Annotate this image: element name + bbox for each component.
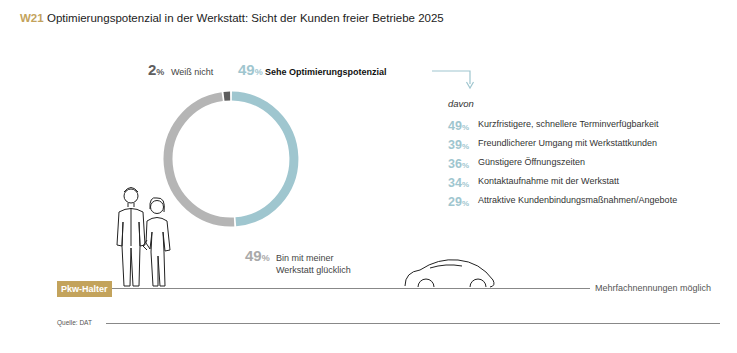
- value-unit: %: [462, 142, 469, 151]
- breakdown-item: Freundlicherer Umgang mit Werkstattkunde…: [478, 138, 657, 148]
- value-unit: %: [462, 161, 469, 170]
- value-label: 36%: [448, 155, 469, 171]
- figure-hair: [150, 198, 164, 212]
- value-number: 34: [448, 176, 462, 190]
- donut-segment: [168, 97, 234, 222]
- car-illustration: [405, 260, 494, 287]
- chart-canvas: [0, 0, 737, 353]
- value-number: 49: [245, 247, 262, 264]
- figure-head: [124, 189, 138, 203]
- value-unit: %: [262, 253, 270, 263]
- value-unit: %: [462, 123, 469, 132]
- arrow-head: [467, 82, 474, 88]
- value-number: 39: [448, 138, 462, 152]
- car-body: [405, 260, 494, 287]
- donut: [168, 96, 294, 222]
- figure-head: [151, 201, 164, 214]
- value-label: 39%: [448, 136, 469, 152]
- breakdown-item: Attraktive Kundenbindungsmaßnahmen/Angeb…: [478, 195, 677, 205]
- figure-legs: [151, 232, 165, 286]
- figure-body: [146, 218, 170, 252]
- donut-segment: [224, 92, 230, 101]
- figure-hair: [124, 188, 138, 193]
- value-label: 49%: [238, 62, 263, 78]
- value-number: 2: [148, 61, 156, 78]
- category-label: Weiß nicht: [171, 66, 213, 78]
- group-label: Pkw-Halter: [57, 281, 112, 297]
- donut-segment: [232, 96, 294, 222]
- connector: [432, 71, 470, 84]
- title: Optimierungspotenzial in der Werkstatt: …: [47, 12, 444, 24]
- value-label: 34%: [448, 174, 469, 190]
- car-wheel: [470, 279, 486, 287]
- value-label: 29%: [448, 193, 469, 209]
- figure-shirt: [131, 208, 132, 246]
- figure-label: W21: [20, 12, 44, 24]
- value-number: 49: [448, 119, 462, 133]
- value-number: 49: [238, 61, 255, 78]
- category-label: Bin mit meiner Werkstatt glücklich: [276, 252, 371, 276]
- category-label: Sehe Optimierungspotenzial: [265, 66, 387, 78]
- value-number: 36: [448, 157, 462, 171]
- figure-neck: [128, 203, 134, 207]
- note: Mehrfachnennungen möglich: [595, 283, 711, 293]
- car-wheel: [418, 279, 434, 287]
- value-number: 29: [448, 195, 462, 209]
- subtitle: davon: [448, 98, 474, 109]
- value-label: 49%: [245, 248, 270, 264]
- value-unit: %: [255, 67, 263, 77]
- breakdown-item: Günstigere Öffnungszeiten: [478, 157, 585, 167]
- people-illustration: [117, 188, 170, 287]
- value-unit: %: [462, 180, 469, 189]
- breakdown-item: Kurzfristigere, schnellere Terminverfügb…: [478, 119, 658, 129]
- figure-hand: [143, 240, 147, 250]
- breakdown-item: Kontaktaufnahme mit der Werkstatt: [478, 176, 619, 186]
- value-label: 2%: [148, 62, 164, 78]
- source-line: [106, 323, 720, 324]
- value-label: 49%: [448, 117, 469, 133]
- source: Quelle: DAT: [57, 319, 92, 326]
- value-unit: %: [462, 199, 469, 208]
- car-window: [430, 265, 462, 268]
- figure-body: [117, 209, 145, 247]
- ground-line: [110, 288, 590, 289]
- value-unit: %: [156, 67, 164, 77]
